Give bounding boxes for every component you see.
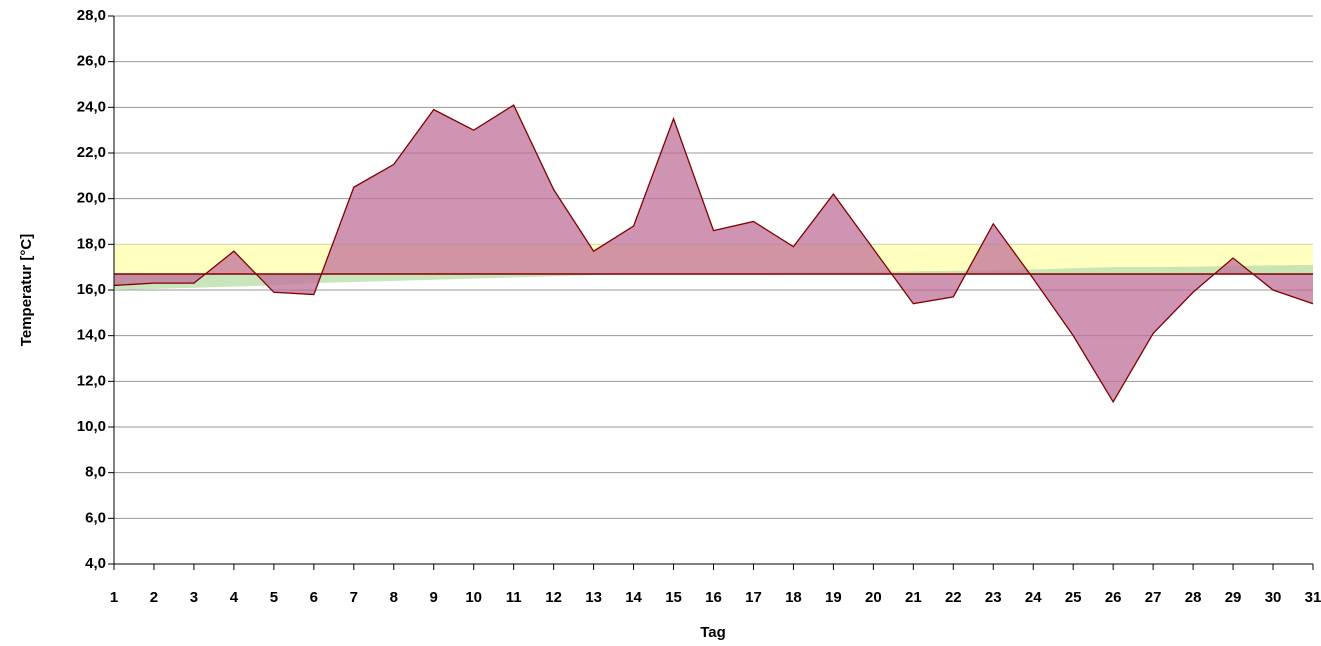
y-tick-label: 18,0 xyxy=(77,235,106,252)
x-tick-label: 1 xyxy=(110,589,118,606)
x-tick-label: 5 xyxy=(270,589,278,606)
x-tick-label: 2 xyxy=(150,589,158,606)
x-tick-label: 10 xyxy=(465,589,482,606)
x-tick-label: 6 xyxy=(310,589,318,606)
x-tick-label: 24 xyxy=(1025,589,1042,606)
y-tick-label: 4,0 xyxy=(85,555,106,572)
y-tick-label: 26,0 xyxy=(77,53,106,70)
y-tick-label: 22,0 xyxy=(77,144,106,161)
y-axis-label: Temperatur [°C] xyxy=(18,234,35,346)
x-tick-label: 15 xyxy=(665,589,682,606)
x-tick-label: 12 xyxy=(545,589,562,606)
x-tick-label: 19 xyxy=(825,589,842,606)
x-tick-label: 21 xyxy=(905,589,922,606)
x-tick-label: 31 xyxy=(1305,589,1321,606)
x-tick-label: 4 xyxy=(230,589,239,606)
x-tick-label: 23 xyxy=(985,589,1002,606)
x-tick-label: 18 xyxy=(785,589,802,606)
x-tick-label: 26 xyxy=(1105,589,1122,606)
y-tick-label: 16,0 xyxy=(77,281,106,298)
y-tick-label: 28,0 xyxy=(77,7,106,24)
y-tick-label: 20,0 xyxy=(77,190,106,207)
x-tick-label: 20 xyxy=(865,589,882,606)
x-tick-label: 22 xyxy=(945,589,962,606)
x-axis-label: Tag xyxy=(700,624,726,641)
y-tick-label: 8,0 xyxy=(85,464,106,481)
y-tick-label: 24,0 xyxy=(77,98,106,115)
x-tick-label: 13 xyxy=(585,589,602,606)
x-tick-label: 3 xyxy=(190,589,198,606)
x-tick-label: 9 xyxy=(430,589,438,606)
area-fill xyxy=(114,105,1313,402)
y-tick-label: 6,0 xyxy=(85,509,106,526)
y-tick-label: 10,0 xyxy=(77,418,106,435)
x-tick-label: 28 xyxy=(1185,589,1202,606)
x-tick-label: 27 xyxy=(1145,589,1162,606)
x-tick-label: 25 xyxy=(1065,589,1082,606)
x-tick-label: 16 xyxy=(705,589,722,606)
y-tick-label: 14,0 xyxy=(77,327,106,344)
x-tick-label: 8 xyxy=(390,589,398,606)
y-tick-label: 12,0 xyxy=(77,372,106,389)
x-tick-label: 29 xyxy=(1225,589,1242,606)
x-tick-label: 7 xyxy=(350,589,358,606)
x-tick-label: 14 xyxy=(625,589,642,606)
x-tick-label: 30 xyxy=(1265,589,1282,606)
x-tick-label: 17 xyxy=(745,589,762,606)
series-line xyxy=(113,104,1314,404)
x-tick-label: 11 xyxy=(506,589,522,606)
